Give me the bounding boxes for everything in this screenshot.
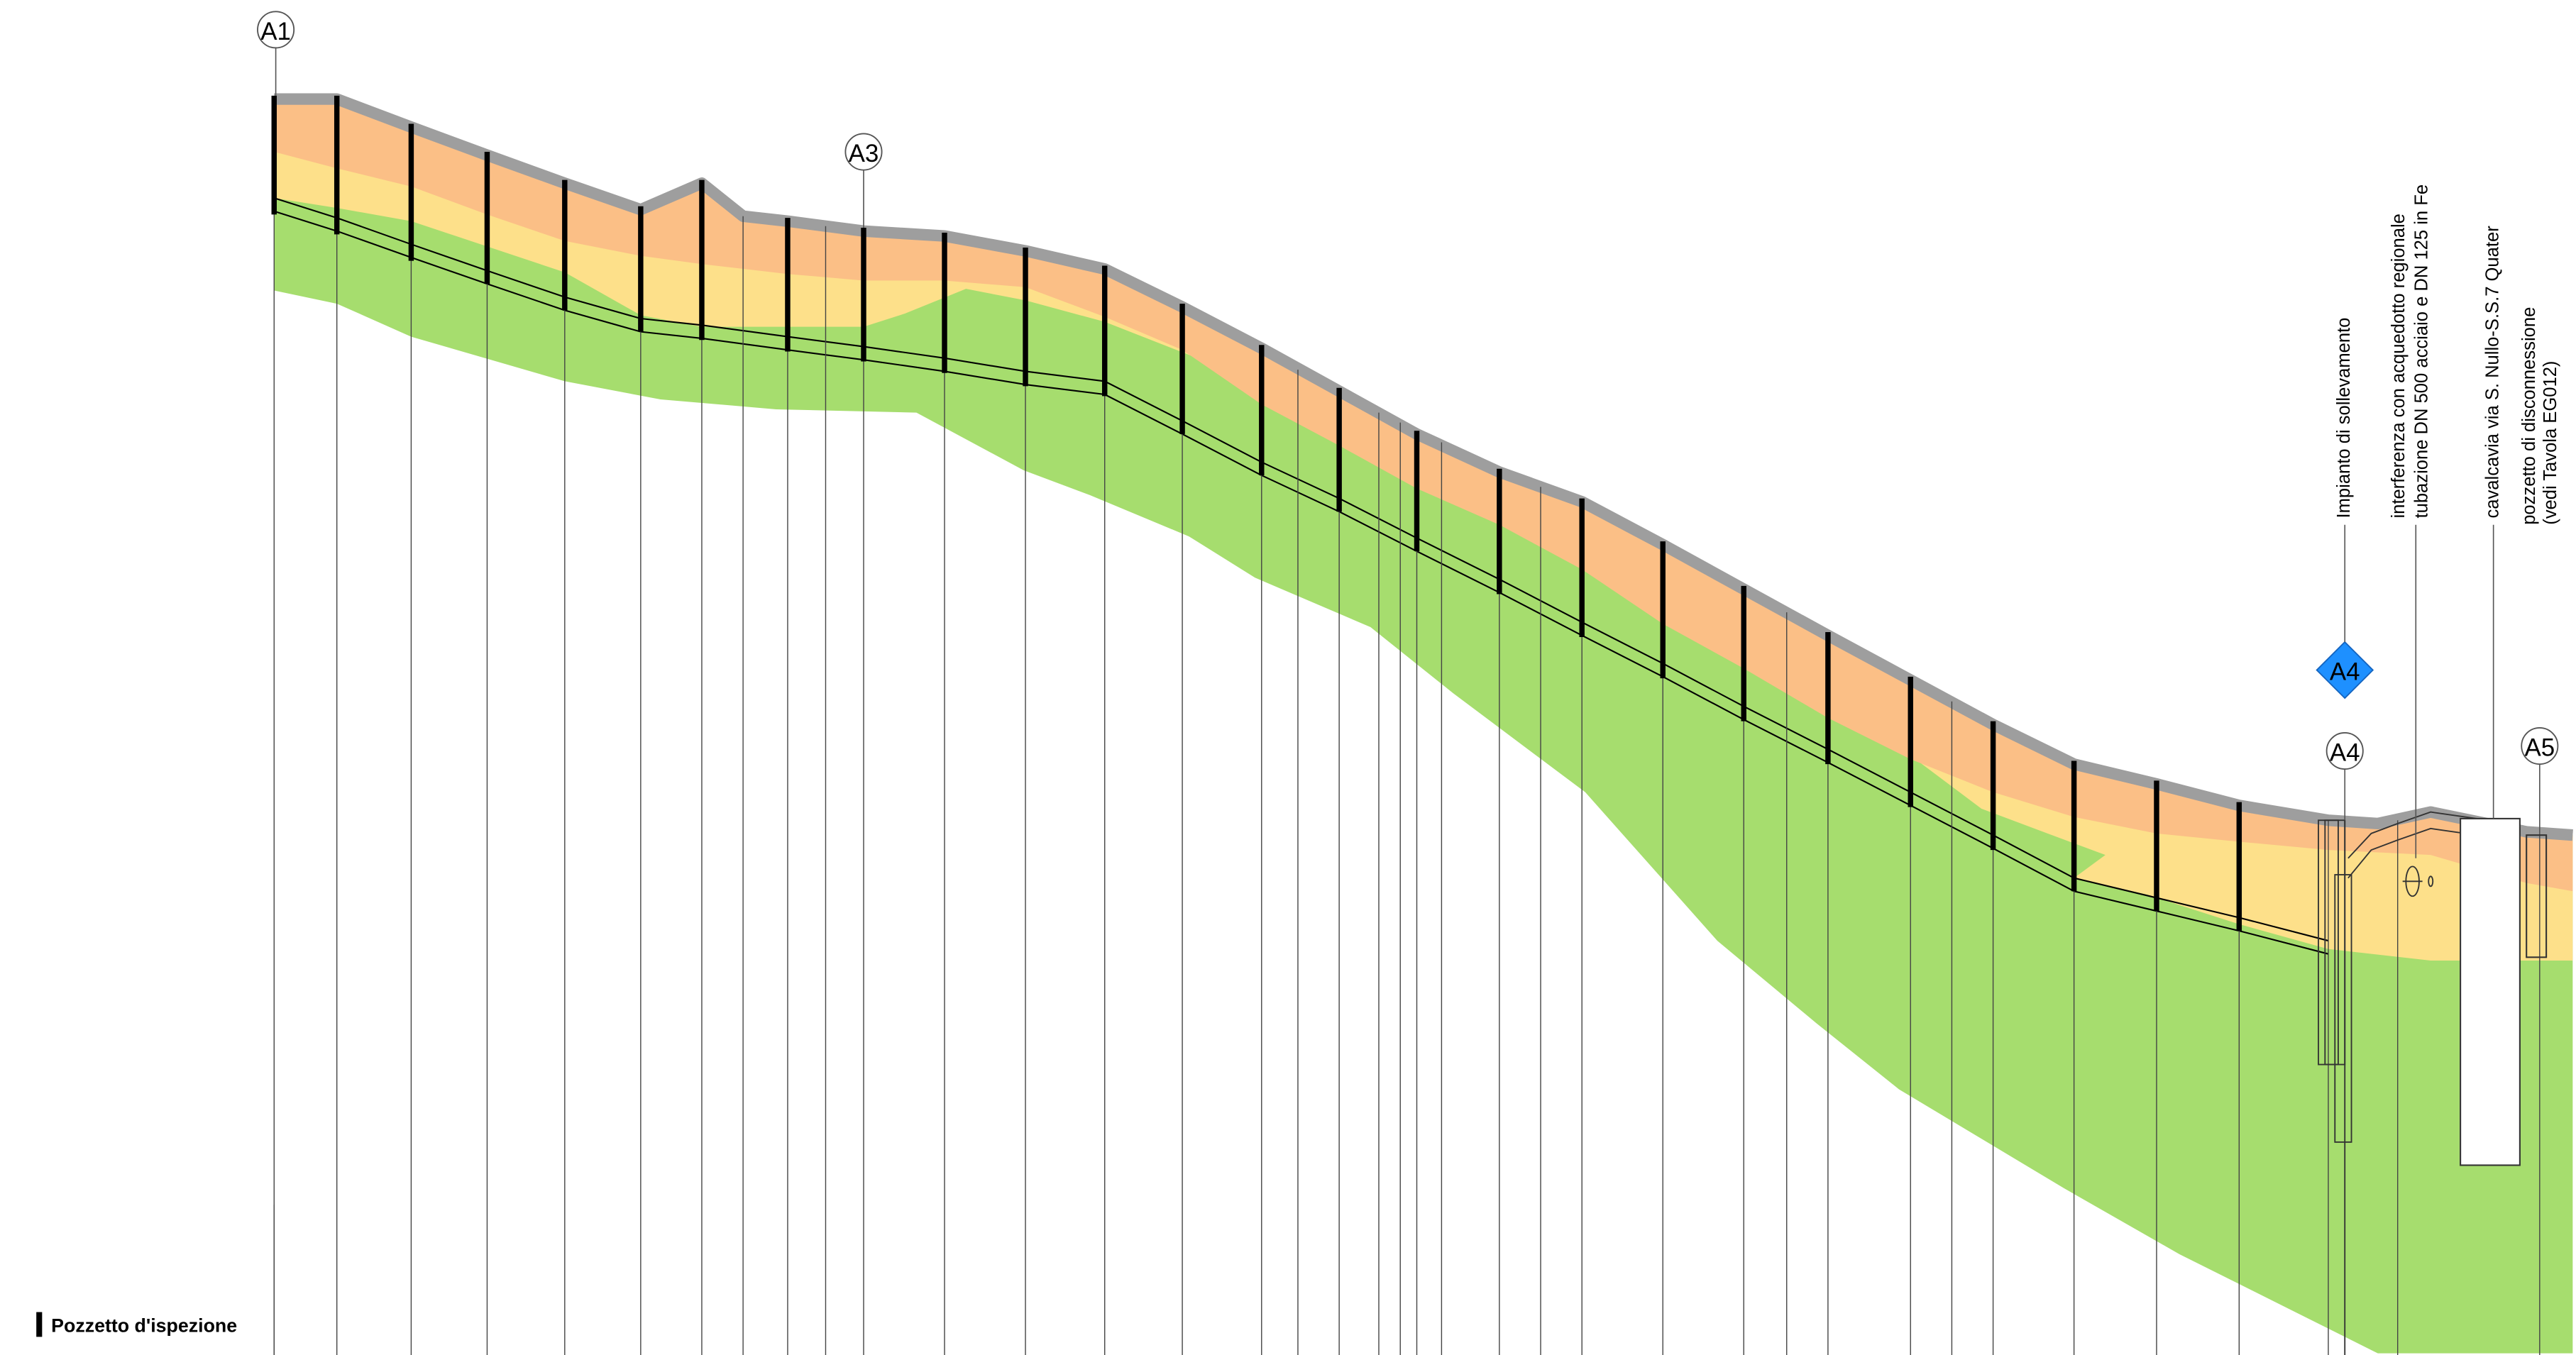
legend: Pozzetto d'ispezione	[36, 1312, 237, 1337]
aqueduct-interference	[2402, 865, 2434, 897]
a5-label: A5	[2524, 734, 2555, 762]
vertical-annotations: Impianto di sollevamento interferenza co…	[2334, 184, 2560, 858]
overpass-label: cavalcavia via S. Nullo-S.S.7 Quater	[2483, 226, 2503, 519]
pumping-station	[2318, 811, 2477, 1355]
manholes	[271, 95, 2242, 931]
interference-label-line1: interferenza con acquedotto regionale	[2389, 214, 2409, 518]
station-marker-a3: A3	[844, 133, 883, 228]
legend-manhole-swatch	[36, 1312, 43, 1337]
soil-layers	[274, 93, 2573, 1354]
a1-label: A1	[260, 18, 291, 45]
layer-green	[274, 99, 2573, 1354]
a4-diamond-label: A4	[2330, 658, 2360, 685]
layer-orange	[274, 99, 2573, 892]
a3-label: A3	[849, 140, 879, 167]
legend-label: Pozzetto d'ispezione	[51, 1315, 237, 1336]
station-marker-a1: A1	[257, 11, 295, 96]
interference-label-line2: tubazione DN 500 acciaio e DN 125 in Fe	[2412, 184, 2432, 519]
a4-diamond-marker: A4	[2316, 641, 2374, 699]
overpass-structure	[2460, 817, 2548, 1166]
section-lines	[273, 198, 2541, 1355]
disconnect-label-line1: pozzetto di disconnessione	[2519, 307, 2539, 525]
road-surface	[274, 93, 2573, 841]
a4-label: A4	[2330, 739, 2360, 766]
station-marker-a5: A5	[2521, 727, 2559, 834]
pumping-station-label: Impianto di sollevamento	[2334, 318, 2354, 519]
station-marker-a4: A4	[2325, 732, 2364, 821]
disconnect-label-line2: (vedi Tavola EG012)	[2541, 361, 2560, 525]
